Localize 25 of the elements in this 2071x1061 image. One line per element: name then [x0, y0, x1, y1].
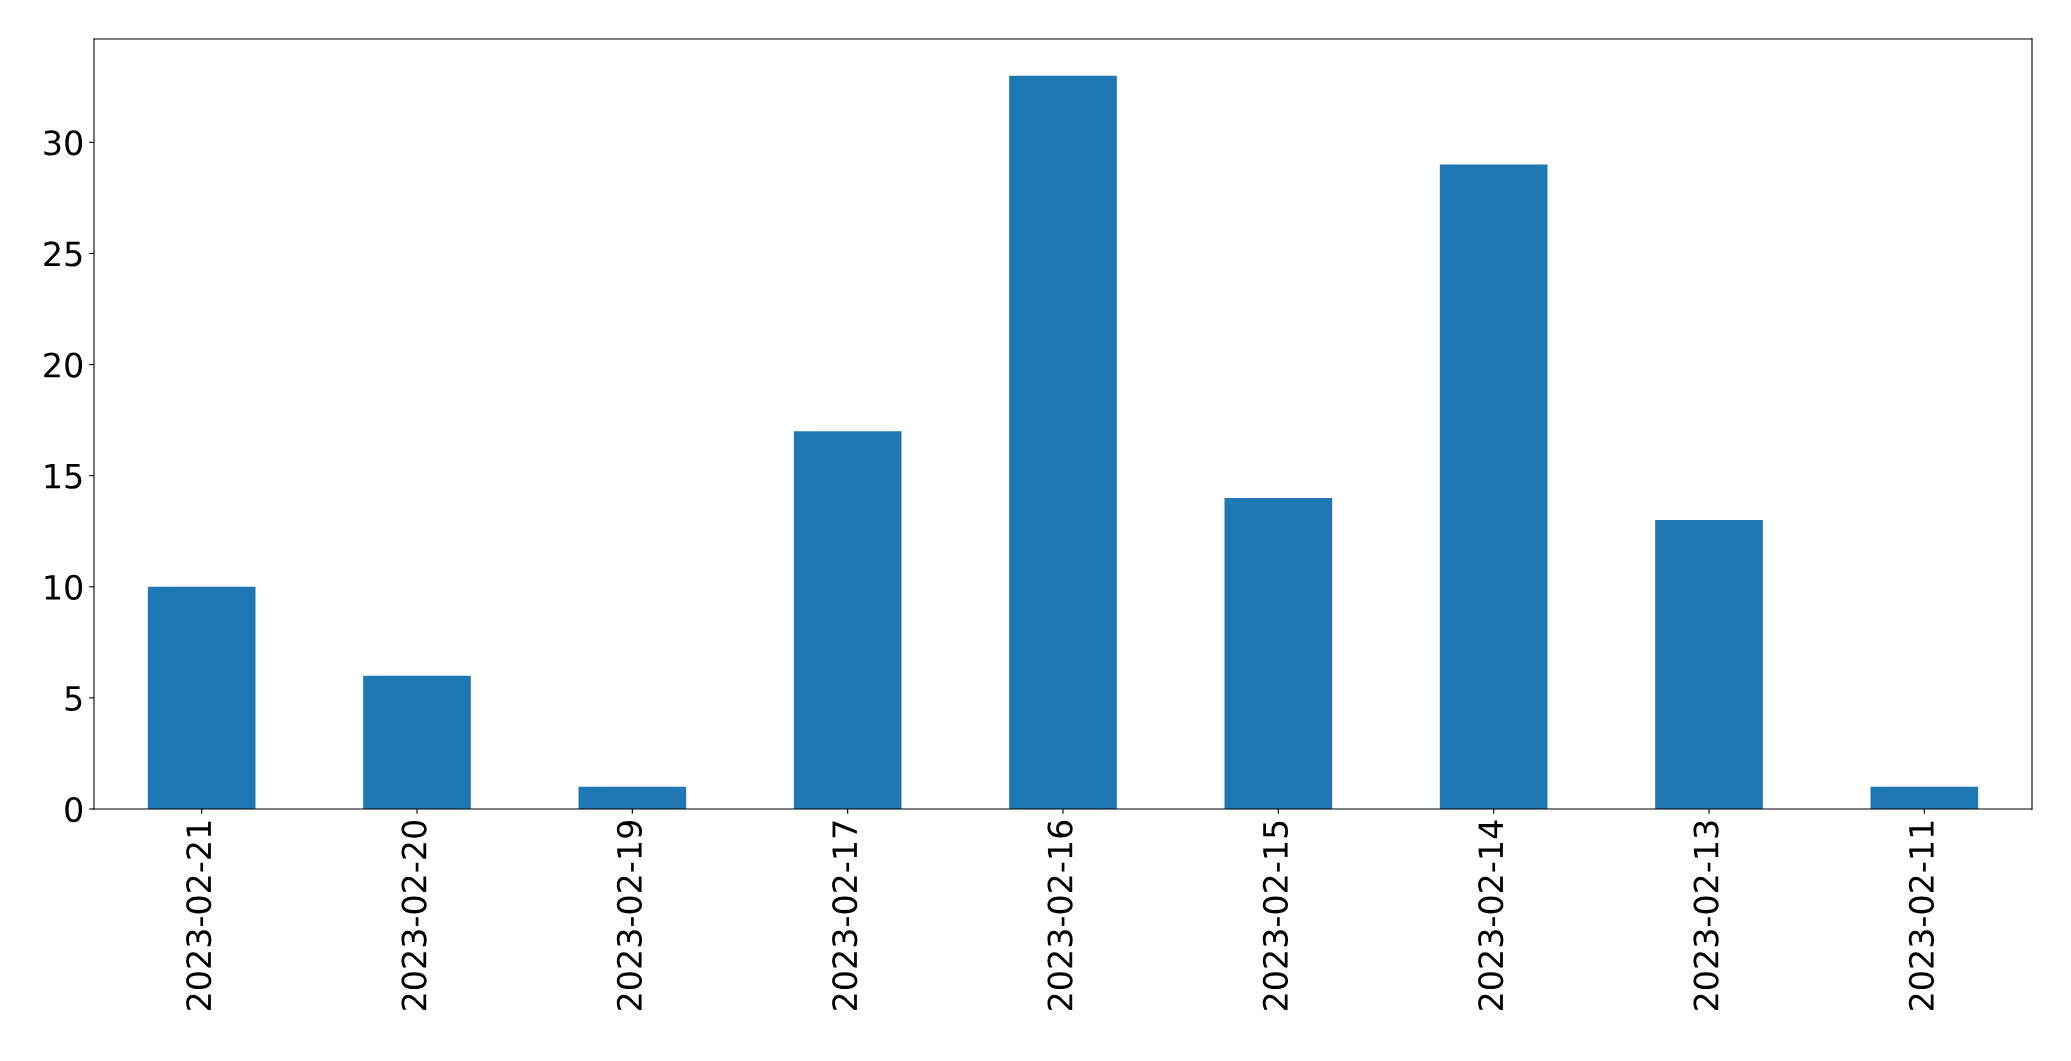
x-tick-label: 2023-02-13 — [1693, 821, 1719, 1010]
bar — [147, 586, 256, 809]
x-tick-label: 2023-02-19 — [616, 821, 643, 1010]
bar — [1870, 786, 1979, 809]
bar — [363, 675, 471, 809]
bar — [1009, 75, 1117, 809]
bar — [1655, 520, 1763, 809]
y-tick-label: 30 — [44, 130, 83, 156]
x-tick-label: 2023-02-11 — [1908, 821, 1935, 1010]
y-tick-label: 0 — [65, 796, 83, 823]
y-tick-label: 20 — [44, 352, 83, 378]
y-tick-label: 5 — [65, 686, 82, 712]
x-tick-label: 2023-02-16 — [1047, 820, 1073, 1010]
bar — [1439, 164, 1548, 809]
bar — [793, 431, 902, 809]
y-tick-label: 15 — [45, 464, 82, 489]
bar — [578, 786, 687, 809]
bar — [1224, 497, 1333, 809]
x-tick-label: 2023-02-15 — [1262, 821, 1289, 1010]
x-tick-label: 2023-02-20 — [401, 820, 427, 1010]
x-tick-label: 2023-02-14 — [1478, 820, 1504, 1010]
x-tick-label: 2023-02-21 — [186, 821, 212, 1010]
y-tick-label: 25 — [44, 241, 82, 267]
y-tick-label: 10 — [45, 574, 83, 600]
x-tick-label: 2023-02-17 — [832, 821, 858, 1010]
